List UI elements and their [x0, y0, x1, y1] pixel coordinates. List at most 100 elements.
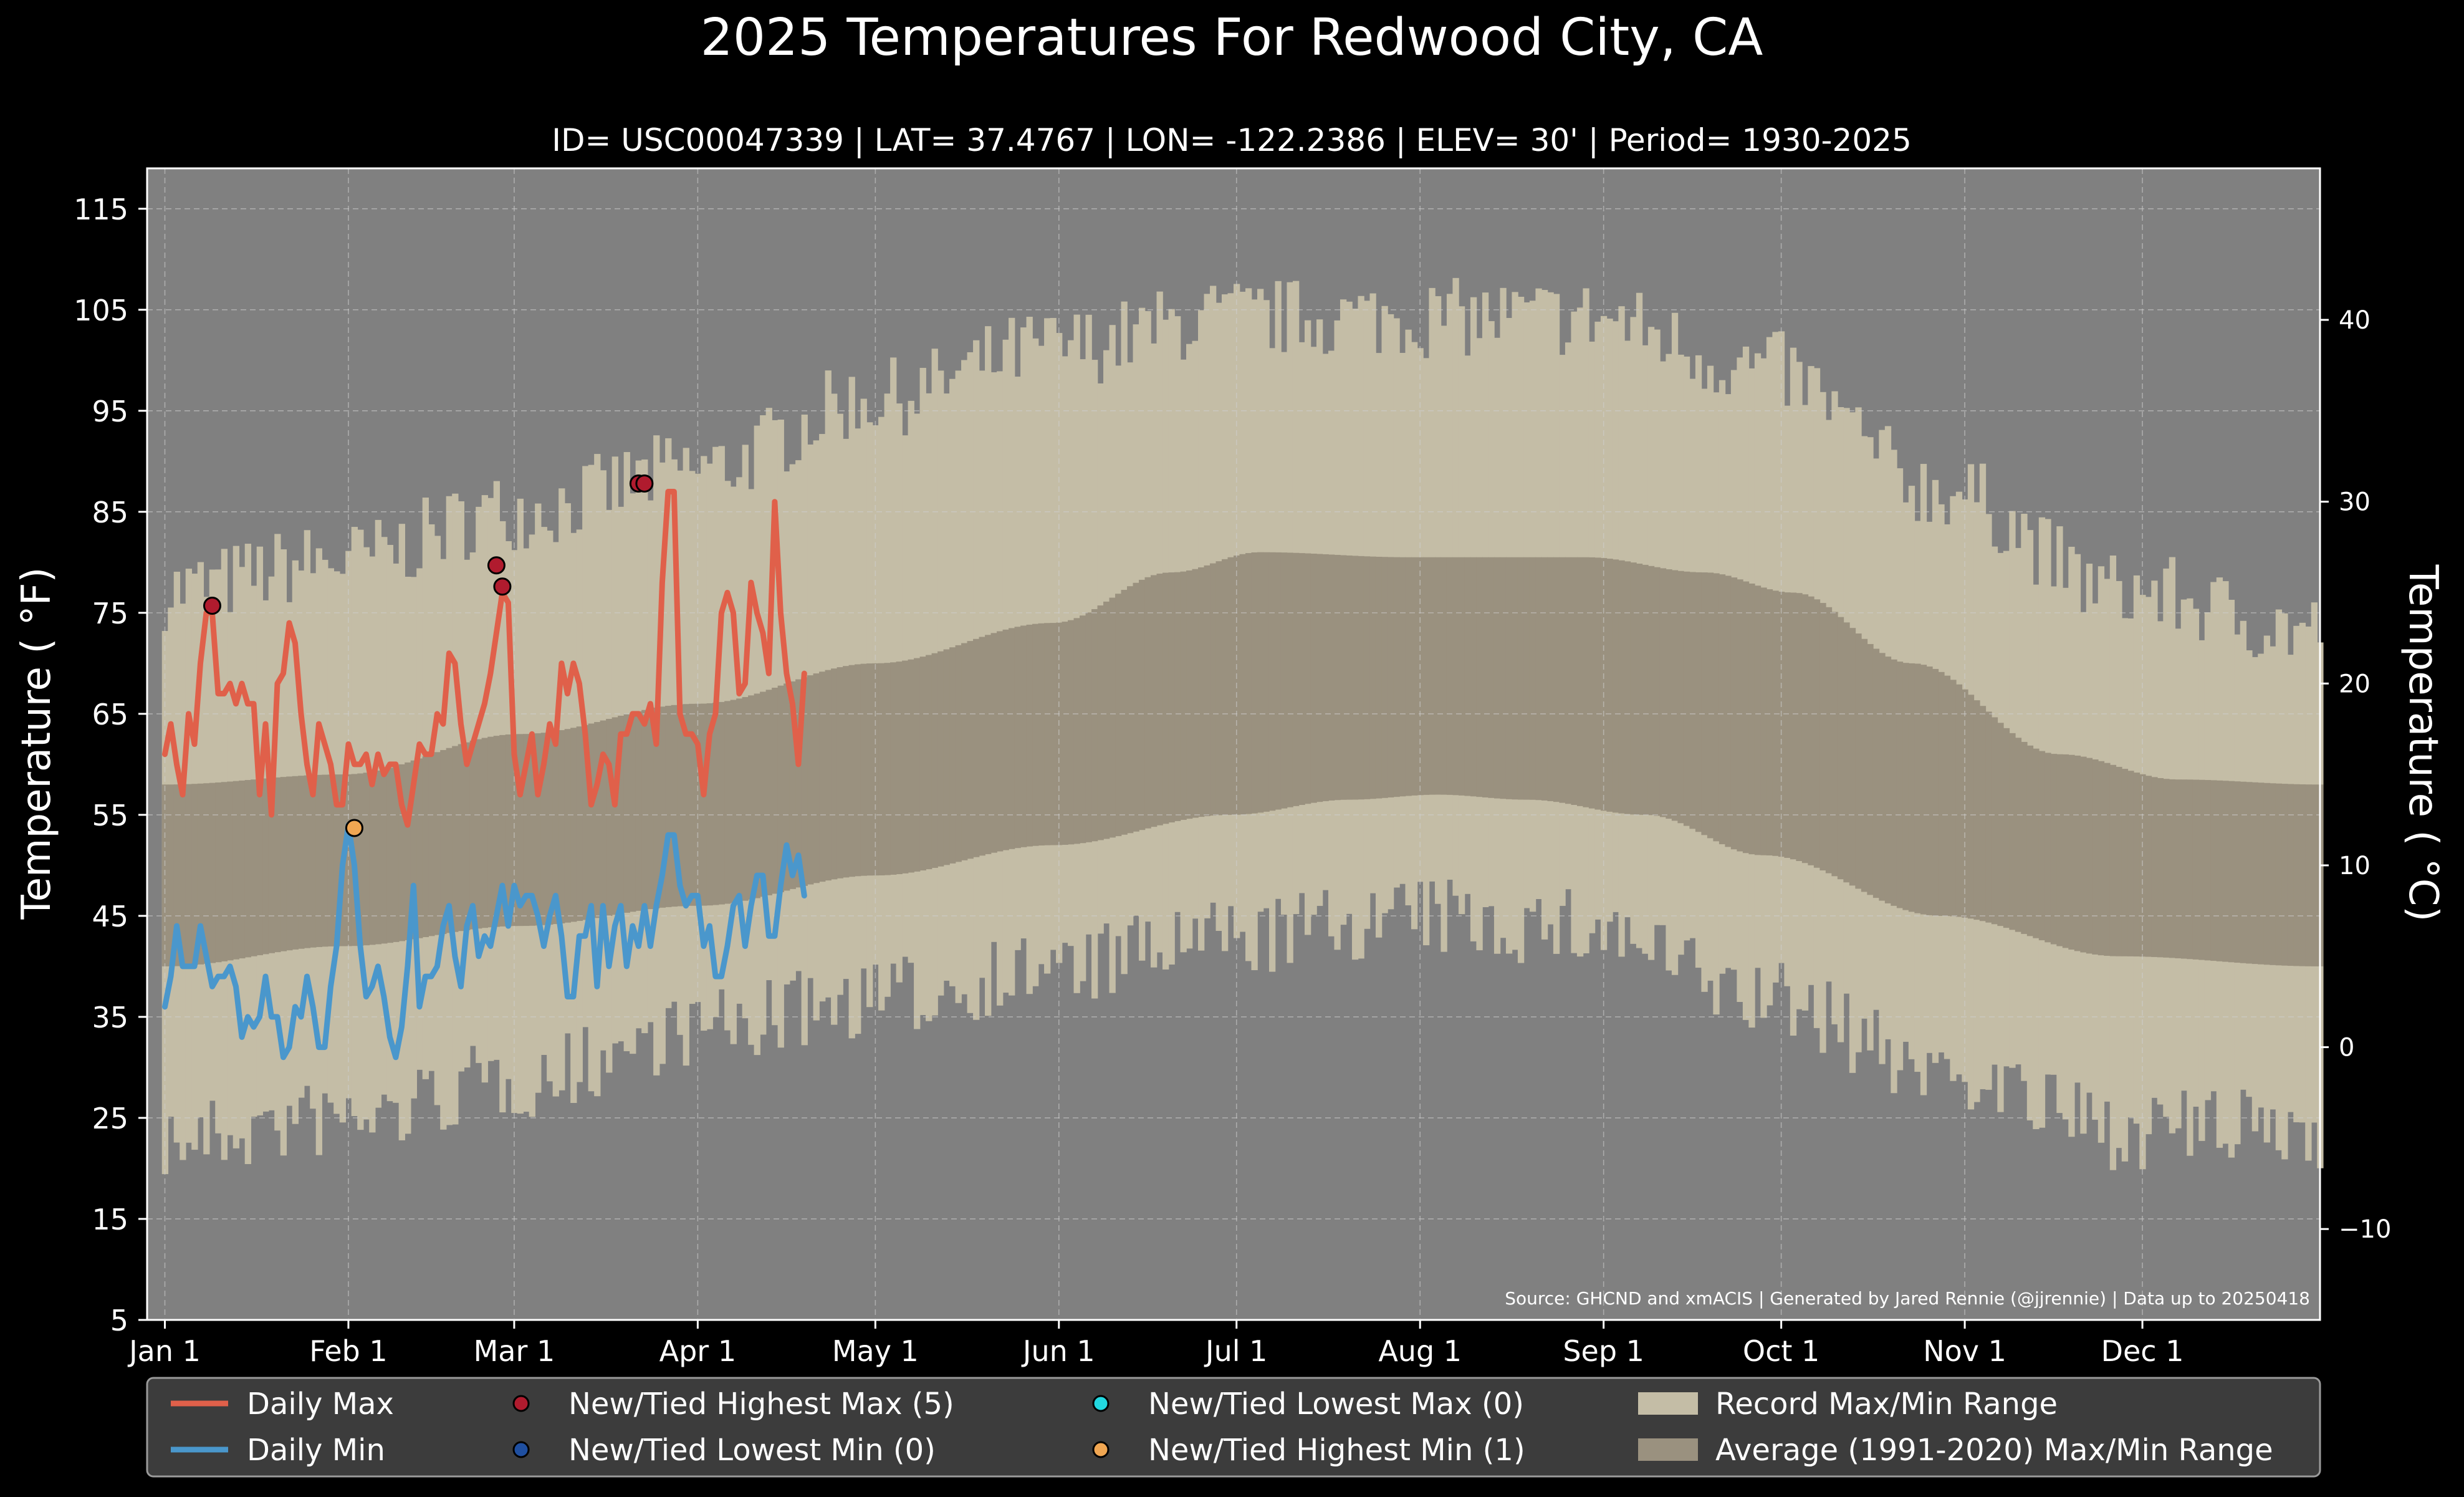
average-range-bar: [1837, 617, 1844, 880]
average-range-bar: [807, 675, 814, 885]
series-line-daily-min: [162, 822, 807, 1061]
average-range-bar: [1719, 574, 1726, 845]
average-range-bar: [505, 734, 512, 927]
average-range-bar: [1085, 612, 1092, 842]
average-range-bar: [943, 649, 950, 865]
average-range-bar: [949, 647, 956, 864]
average-range-bar: [227, 781, 234, 961]
record-marker-highest-max: [635, 474, 654, 493]
average-range-bar: [1251, 552, 1258, 814]
average-range-bar: [1985, 711, 1992, 923]
average-range-bar: [1606, 559, 1613, 812]
average-range-bar: [1636, 564, 1643, 815]
average-range-bar: [2222, 781, 2229, 962]
average-range-bar: [1340, 555, 1347, 800]
legend-entry: Average (1991-2020) Max/Min Range: [1638, 1433, 2273, 1468]
average-range-bar: [908, 659, 914, 873]
average-range-bar: [2180, 779, 2188, 959]
average-range-bar: [1091, 609, 1098, 842]
average-range-bar: [458, 744, 464, 931]
average-range-bar: [173, 784, 181, 966]
average-range-bar: [1707, 572, 1714, 839]
average-range-bar: [209, 782, 216, 963]
average-range-bar: [1429, 557, 1436, 795]
source-note: Source: GHCND and xmACIS | Generated by …: [1505, 1288, 2310, 1309]
average-range-bar: [203, 783, 210, 964]
average-range-bar: [1393, 557, 1400, 797]
average-range-bar: [1493, 557, 1501, 799]
average-range-bar: [1127, 586, 1134, 834]
average-range-bar: [2293, 784, 2300, 966]
average-range-bar: [2187, 779, 2193, 960]
average-range-bar: [2192, 779, 2200, 960]
average-range-bar: [2080, 756, 2087, 953]
average-range-bar: [511, 734, 518, 927]
average-range-bar: [161, 784, 169, 966]
average-range-bar: [1784, 592, 1791, 858]
average-range-bar: [493, 736, 500, 927]
average-range-bar: [292, 776, 299, 950]
legend-dot-swatch: [1092, 1441, 1110, 1458]
average-range-bar: [997, 631, 1004, 852]
average-range-bar: [446, 748, 453, 933]
average-range-bar: [1796, 593, 1803, 862]
average-range-bar: [683, 704, 689, 907]
average-range-bar: [1068, 620, 1075, 845]
average-range-bar: [2275, 783, 2283, 966]
average-range-bar: [1879, 653, 1886, 901]
average-range-bar: [1257, 552, 1264, 813]
average-range-bar: [2074, 755, 2081, 951]
average-range-bar: [2045, 753, 2051, 943]
axes: 5 15 25 35 45 55 65 75 85 95 105 115 −10 0 10 20 30 40 Jan…: [74, 167, 2391, 1368]
average-range-bar: [1222, 559, 1229, 816]
average-range-bar: [1523, 557, 1530, 800]
y2-tick-label: −10: [2339, 1215, 2391, 1244]
average-range-bar: [2234, 781, 2241, 963]
average-range-bar: [1659, 568, 1667, 817]
average-range-bar: [1109, 597, 1116, 838]
average-range-bar: [1038, 623, 1045, 846]
average-range-bar: [1464, 557, 1471, 796]
average-range-bar: [955, 645, 962, 862]
average-range-bar: [712, 703, 719, 905]
average-range-bar: [274, 777, 281, 953]
average-range-bar: [1328, 554, 1335, 801]
average-range-bar: [931, 653, 938, 868]
average-range-bar: [540, 733, 547, 925]
average-range-bar: [1358, 556, 1364, 800]
average-range-bar: [588, 723, 595, 919]
average-range-bar: [298, 776, 305, 949]
average-range-bar: [2305, 784, 2312, 966]
average-range-bar: [1754, 585, 1762, 855]
average-range-bar: [1050, 623, 1057, 845]
average-range-bar: [837, 667, 843, 878]
y-tick-label: 25: [92, 1102, 128, 1135]
average-range-bar: [1926, 667, 1933, 915]
average-range-bar: [1772, 590, 1779, 856]
average-range-bar: [487, 736, 494, 928]
average-range-bar: [310, 775, 317, 948]
x-tick-label: Apr 1: [659, 1334, 736, 1368]
average-range-bar: [618, 715, 625, 914]
x-tick-label: Nov 1: [1923, 1334, 2006, 1368]
x-tick-label: Jul 1: [1204, 1334, 1267, 1368]
average-range-bar: [985, 635, 992, 854]
average-range-bar: [2151, 777, 2158, 957]
y-tick-label: 65: [92, 698, 128, 731]
average-range-bar: [1630, 562, 1637, 815]
average-range-bar: [582, 724, 589, 920]
average-range-bar: [1204, 565, 1210, 817]
average-range-bar: [760, 691, 767, 897]
average-range-bar: [896, 662, 903, 875]
average-range-bar: [1790, 592, 1797, 860]
average-range-bar: [1275, 552, 1282, 810]
legend-entry: New/Tied Highest Min (1): [1092, 1433, 1525, 1468]
average-range-bar: [2097, 761, 2105, 956]
average-range-bar: [1529, 557, 1536, 800]
average-range-bar: [1505, 557, 1513, 799]
average-range-bar: [1737, 579, 1743, 852]
average-range-bar: [1647, 566, 1655, 816]
average-range-bar: [1162, 572, 1169, 824]
y-tick-label: 5: [110, 1304, 128, 1337]
average-range-bar: [1588, 557, 1596, 809]
